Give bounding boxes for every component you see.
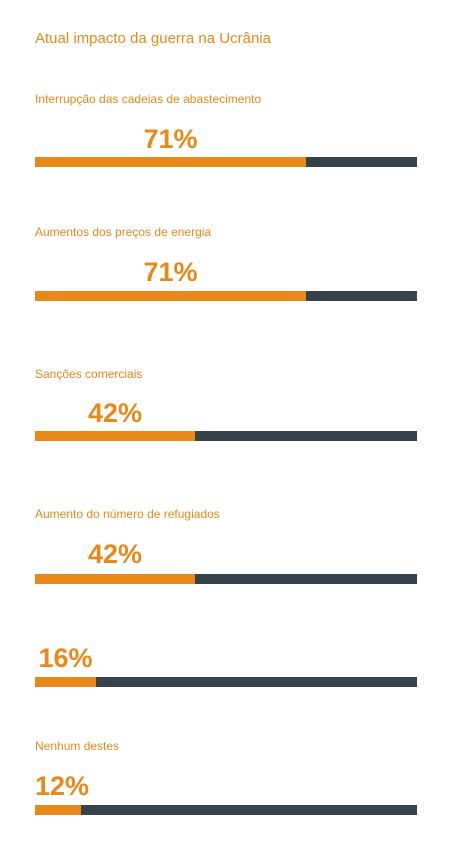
bar-track xyxy=(35,291,417,301)
bar-track xyxy=(35,574,417,584)
bar-value-label: 71% xyxy=(143,124,198,154)
bar-label: Nenhum destes xyxy=(35,739,120,753)
bar-label: Sanções comerciais xyxy=(35,367,143,381)
bar-fill xyxy=(35,431,195,441)
bar-fill xyxy=(35,574,195,584)
bar-value-label: 71% xyxy=(143,257,198,287)
bar-track xyxy=(35,677,417,687)
bar-value-label: 42% xyxy=(87,539,143,569)
bar-track xyxy=(35,157,417,167)
bar-fill xyxy=(35,677,96,687)
bar-track xyxy=(35,431,417,441)
bar-fill xyxy=(35,291,306,301)
bar-track xyxy=(35,805,417,815)
bar-value-label: 42% xyxy=(87,398,143,428)
bar-fill xyxy=(35,157,306,167)
bar-value-label: 16% xyxy=(38,643,93,673)
chart-title: Atual impacto da guerra na Ucrânia xyxy=(35,30,271,47)
bar-label: Aumento do número de refugiados xyxy=(35,507,220,521)
bar-label: Aumentos dos preços de energia xyxy=(35,225,212,239)
bar-fill xyxy=(35,805,81,815)
bar-value-label: 12% xyxy=(34,771,90,801)
bar-label: Interrupção das cadeias de abastecimento xyxy=(35,92,262,106)
